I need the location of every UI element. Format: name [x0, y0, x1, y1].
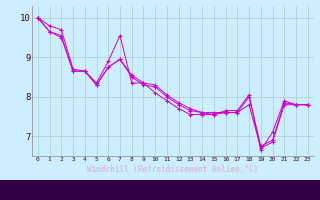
- X-axis label: Windchill (Refroidissement éolien,°C): Windchill (Refroidissement éolien,°C): [87, 165, 258, 174]
